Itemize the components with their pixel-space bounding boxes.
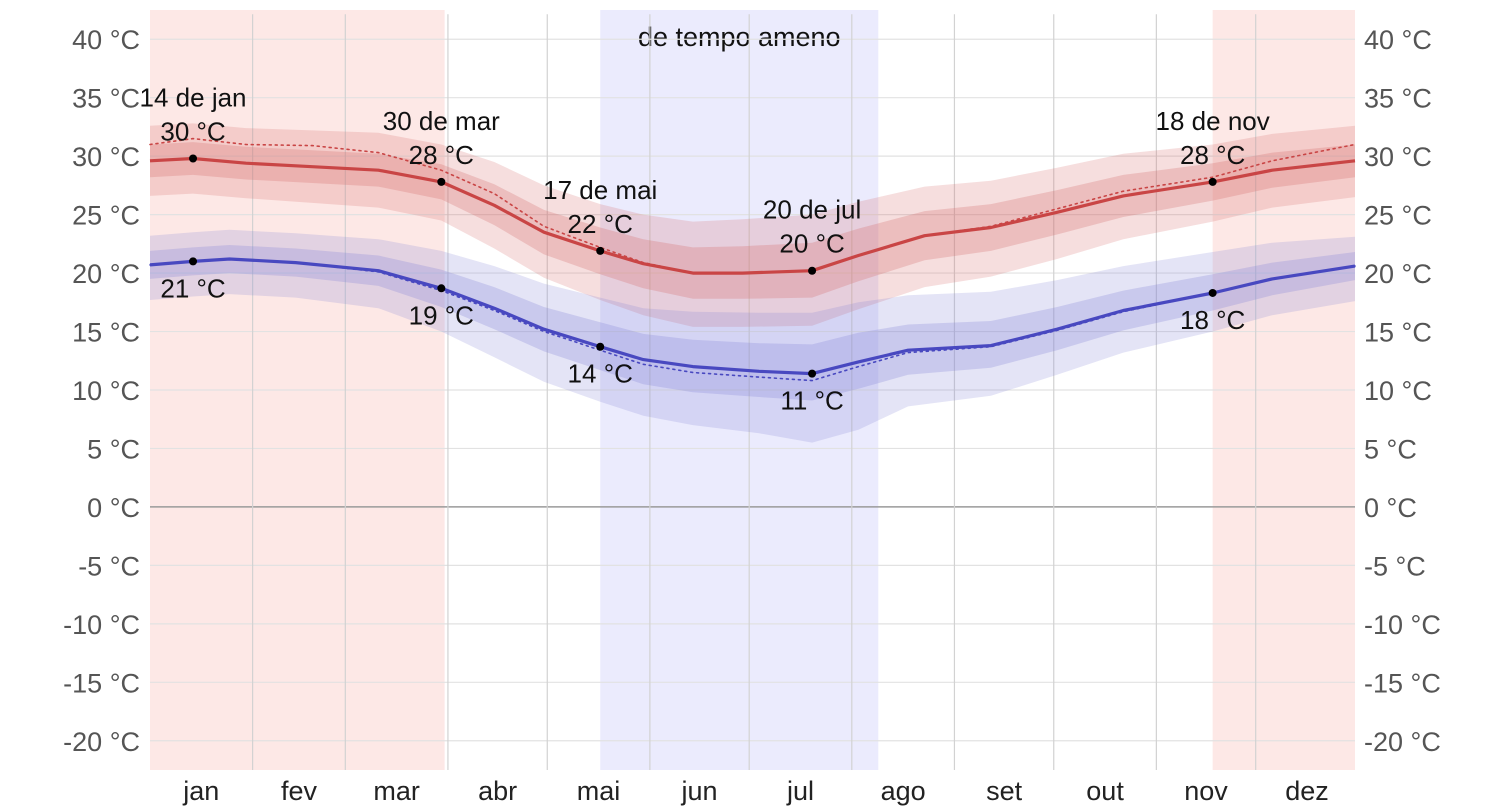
y-tick-label-right: 5 °C: [1364, 434, 1417, 464]
annotation-value: 28 °C: [1180, 140, 1245, 170]
low-point-marker: [1208, 288, 1217, 297]
low-band-inner: [150, 245, 1355, 401]
annotation-value: 21 °C: [160, 273, 225, 303]
y-tick-label-right: -5 °C: [1364, 551, 1426, 581]
month-label: abr: [478, 776, 517, 806]
month-label: set: [986, 776, 1023, 806]
y-tick-label-left: 0 °C: [87, 493, 140, 523]
y-tick-label-left: 5 °C: [87, 434, 140, 464]
series-layer: [149, 123, 1356, 443]
y-tick-label-right: -10 °C: [1364, 610, 1441, 640]
annotation-value: 18 °C: [1180, 305, 1245, 335]
month-label: mar: [373, 776, 420, 806]
y-tick-label-right: 10 °C: [1364, 376, 1432, 406]
annotation-date: 18 de nov: [1156, 106, 1270, 136]
y-tick-label-right: -20 °C: [1364, 727, 1441, 757]
month-label: nov: [1184, 776, 1228, 806]
grid-lines: [150, 14, 1355, 770]
y-tick-label-left: 20 °C: [72, 259, 140, 289]
annotation-value: 20 °C: [779, 229, 844, 259]
y-tick-label-right: 35 °C: [1364, 84, 1432, 114]
low-mean-line: [149, 257, 1356, 376]
annotation-value: 11 °C: [780, 386, 843, 416]
low-point-marker: [437, 284, 446, 293]
high-point-marker: [437, 177, 446, 186]
y-tick-label-left: 15 °C: [72, 318, 140, 348]
y-tick-label-left: 40 °C: [72, 25, 140, 55]
month-label: mai: [577, 776, 621, 806]
low-band-outer: [150, 229, 1355, 443]
y-tick-label-left: -20 °C: [63, 727, 140, 757]
season-band-label: de tempo ameno: [638, 22, 841, 52]
annotation-markers: 14 de jan 30 °C 30 de mar 28 °C 17 de mai 22 …: [140, 82, 1270, 415]
high-mean-line: [149, 156, 1356, 275]
annotation-value: 30 °C: [160, 116, 225, 146]
low-point-marker: [808, 369, 817, 378]
month-label: fev: [281, 776, 318, 806]
annotation-value: 28 °C: [409, 140, 474, 170]
annotation-value: 14 °C: [568, 359, 633, 389]
y-tick-label-right: 40 °C: [1364, 25, 1432, 55]
month-label: ago: [881, 776, 926, 806]
y-tick-label-right: -15 °C: [1364, 668, 1441, 698]
y-tick-label-left: 30 °C: [72, 142, 140, 172]
y-tick-label-left: -15 °C: [63, 668, 140, 698]
y-tick-label-left: 25 °C: [72, 201, 140, 231]
annotation-date: 30 de mar: [383, 106, 500, 136]
month-label: out: [1086, 776, 1124, 806]
annotation-value: 19 °C: [409, 300, 474, 330]
high-point-marker: [189, 154, 198, 163]
y-tick-label-right: 15 °C: [1364, 318, 1432, 348]
y-tick-label-left: -10 °C: [63, 610, 140, 640]
annotation-date: 14 de jan: [140, 82, 247, 112]
month-label: jul: [786, 776, 814, 806]
annotation-date: 17 de mai: [543, 175, 657, 205]
high-point-marker: [808, 266, 817, 275]
low-point-marker: [189, 257, 198, 266]
month-label: dez: [1285, 776, 1329, 806]
y-tick-label-left: 35 °C: [72, 84, 140, 114]
axis-labels: 40 °C 40 °C 35 °C 35 °C 30 °C 30 °C 25 °C 25 °C…: [63, 25, 1441, 806]
y-tick-label-right: 20 °C: [1364, 259, 1432, 289]
high-band-inner: [150, 142, 1355, 299]
y-tick-label-right: 25 °C: [1364, 201, 1432, 231]
y-tick-label-left: -5 °C: [78, 551, 140, 581]
y-tick-label-right: 0 °C: [1364, 493, 1417, 523]
annotation-value: 22 °C: [568, 209, 633, 239]
month-label: jun: [681, 776, 718, 806]
month-label: jan: [182, 776, 219, 806]
y-tick-label-left: 10 °C: [72, 376, 140, 406]
low-point-marker: [596, 342, 605, 351]
y-tick-label-right: 30 °C: [1364, 142, 1432, 172]
high-point-marker: [1208, 177, 1217, 186]
annotation-date: 20 de jul: [763, 195, 861, 225]
high-point-marker: [596, 246, 605, 255]
